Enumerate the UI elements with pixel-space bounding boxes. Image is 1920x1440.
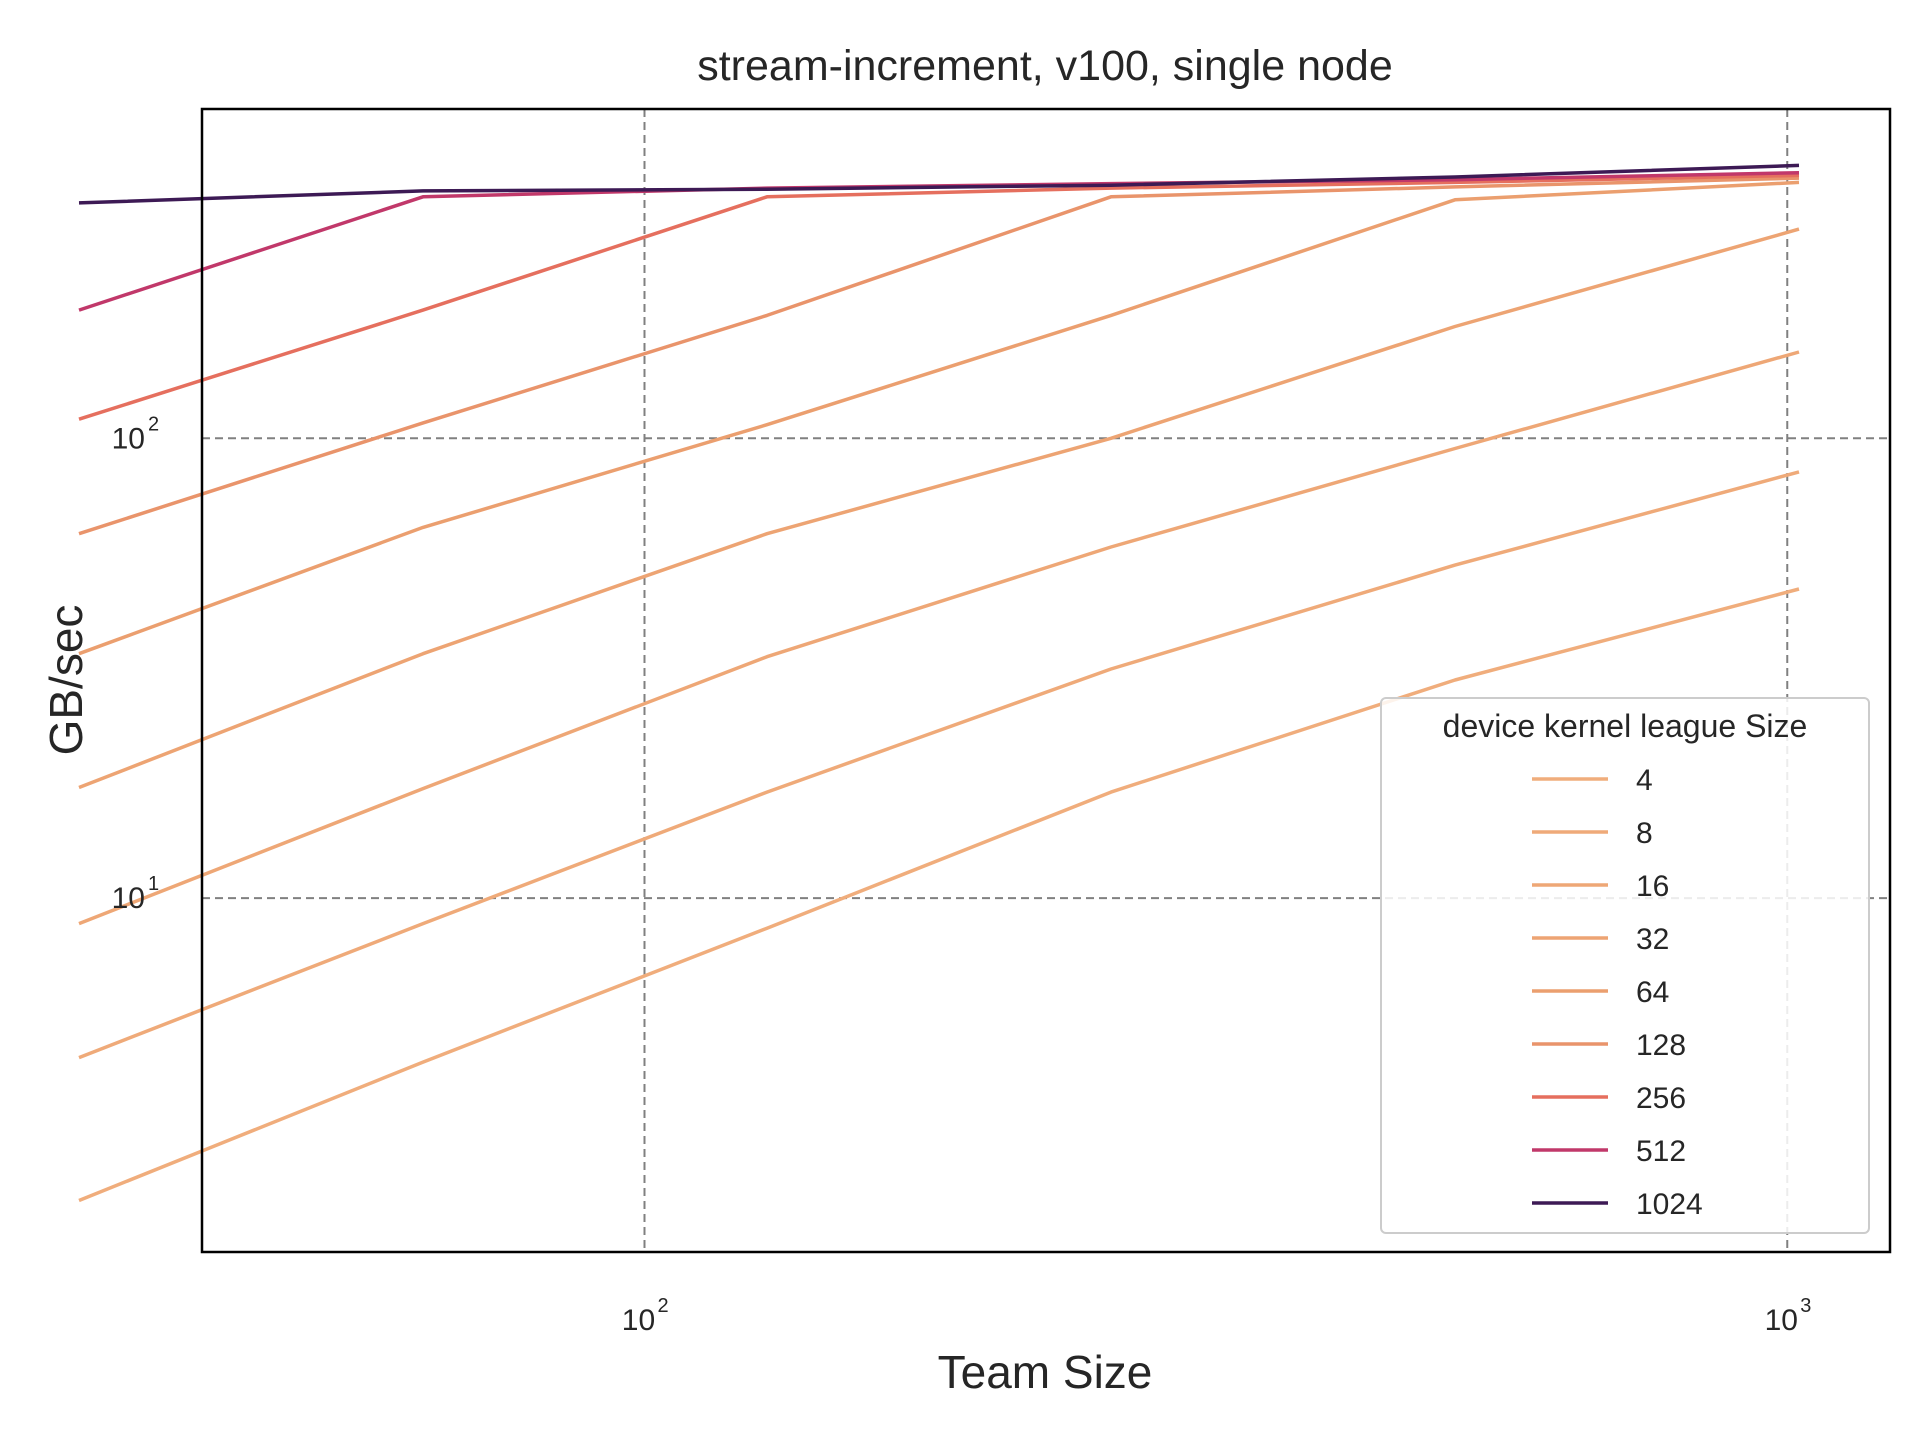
plot-frame (200, 107, 1892, 1254)
x-tick-label: 10 (622, 1304, 655, 1337)
series-line-256 (78, 173, 1800, 421)
chart-title: stream-increment, v100, single node (697, 42, 1393, 90)
legend-label: 256 (1636, 1082, 1686, 1115)
legend-label: 128 (1636, 1029, 1686, 1062)
legend: device kernel league Size 4 8 16 32 64 128 256… (1380, 697, 1870, 1234)
legend-label: 64 (1636, 976, 1669, 1009)
legend-title: device kernel league Size (1443, 708, 1808, 744)
legend-label: 1024 (1636, 1188, 1703, 1221)
series-line-8 (78, 470, 1800, 1060)
y-axis-label: GB/sec (40, 605, 92, 756)
series-line-128 (78, 176, 1800, 536)
legend-label: 512 (1636, 1135, 1686, 1168)
x-tick-label: 10 (1765, 1304, 1798, 1337)
tick-labels: 10 2 10 310 110 2 (112, 413, 1812, 1337)
series-lines (78, 163, 1800, 1203)
series-line-64 (78, 180, 1800, 656)
y-tick-exponent: 2 (148, 413, 159, 435)
legend-label: 32 (1636, 923, 1669, 956)
y-tick-exponent: 1 (148, 873, 159, 895)
x-axis-label: Team Size (938, 1346, 1153, 1398)
x-tick-exponent: 3 (1800, 1295, 1811, 1317)
legend-label: 4 (1636, 764, 1653, 797)
series-line-16 (78, 350, 1800, 926)
series-line-32 (78, 227, 1800, 790)
legend-box (1380, 697, 1870, 1234)
series-line-1024 (78, 163, 1800, 205)
legend-label: 16 (1636, 870, 1669, 903)
y-tick-label: 10 (112, 882, 145, 915)
y-tick-label: 10 (112, 422, 145, 455)
series-line-4 (78, 587, 1800, 1203)
legend-label: 8 (1636, 817, 1653, 850)
x-tick-exponent: 2 (657, 1295, 668, 1317)
